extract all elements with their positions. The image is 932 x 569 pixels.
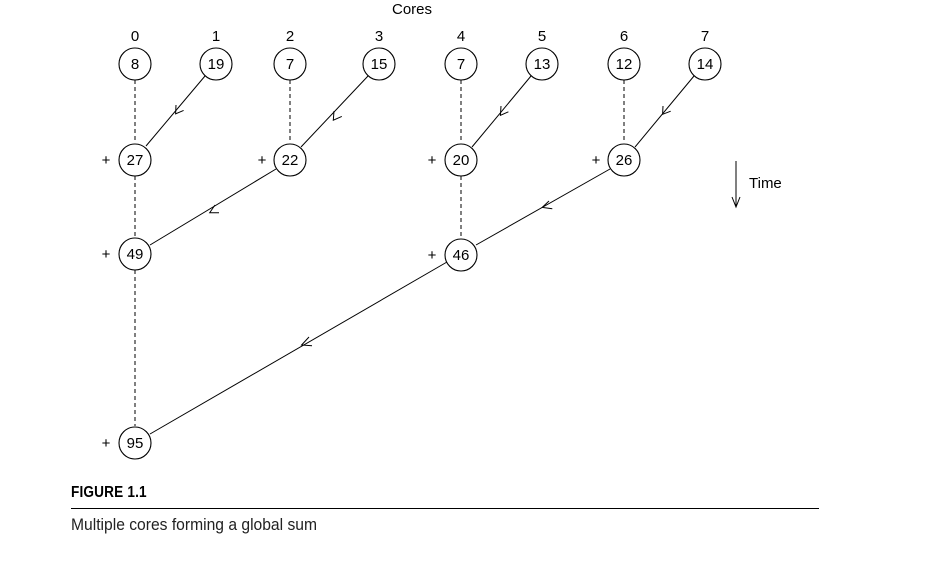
plus-46: + xyxy=(428,247,437,264)
core-label-7: 7 xyxy=(701,28,709,45)
core-label-1: 1 xyxy=(212,28,220,45)
node: 15 xyxy=(362,47,396,81)
cores-heading: Cores xyxy=(392,1,432,18)
send-arrow-46-to-95 xyxy=(149,261,448,435)
row-first-sums: 27 22 20 26 xyxy=(118,143,641,177)
node-value: 7 xyxy=(457,56,465,73)
core-label-5: 5 xyxy=(538,28,546,45)
node-value: 27 xyxy=(127,152,144,169)
figure-caption: Multiple cores forming a global sum xyxy=(71,515,318,534)
node: 26 xyxy=(607,143,641,177)
send-arrow-26-to-46-head xyxy=(541,200,553,210)
core-label-6: 6 xyxy=(620,28,628,45)
send-arrow-15-to-22 xyxy=(300,75,369,148)
caption-divider xyxy=(71,508,819,509)
core-label-3: 3 xyxy=(375,28,383,45)
send-arrows xyxy=(145,75,695,435)
node: 46 xyxy=(444,238,478,272)
node: 7 xyxy=(444,47,478,81)
node-value: 12 xyxy=(616,56,633,73)
node-value: 7 xyxy=(286,56,294,73)
send-arrow-22-to-49 xyxy=(149,168,277,246)
node-value: 14 xyxy=(697,56,714,73)
send-arrow-14-to-26 xyxy=(634,75,695,148)
send-arrow-15-to-22-head xyxy=(332,110,343,121)
node-value: 26 xyxy=(616,152,633,169)
core-label-4: 4 xyxy=(457,28,465,45)
node: 7 xyxy=(273,47,307,81)
row-initial-values: 8 19 7 15 7 13 12 14 xyxy=(118,47,722,81)
figure-title: FIGURE 1.1 xyxy=(71,484,147,501)
plus-95: + xyxy=(102,435,111,452)
send-arrow-46-to-95-head xyxy=(300,336,313,347)
node: 19 xyxy=(199,47,233,81)
send-arrow-13-to-20 xyxy=(471,75,532,148)
time-arrow-head xyxy=(731,196,741,209)
plus-22: + xyxy=(258,152,267,169)
plus-49: + xyxy=(102,246,111,263)
send-arrow-22-to-49-head xyxy=(208,204,220,214)
row-second-sums: 49 46 xyxy=(118,237,478,272)
node-value: 95 xyxy=(127,435,144,452)
time-label: Time xyxy=(749,175,782,192)
sum-operators: + + + + + + + xyxy=(102,152,601,452)
node-value: 19 xyxy=(208,56,225,73)
node-value: 49 xyxy=(127,246,144,263)
core-index-labels: 0 1 2 3 4 5 6 7 xyxy=(131,28,709,45)
node: 27 xyxy=(118,143,152,177)
plus-27: + xyxy=(102,152,111,169)
plus-20: + xyxy=(428,152,437,169)
node-value: 8 xyxy=(131,56,139,73)
node: 13 xyxy=(525,47,559,81)
node-value: 13 xyxy=(534,56,551,73)
node: 8 xyxy=(118,47,152,81)
core-label-2: 2 xyxy=(286,28,294,45)
row-global-sum: 95 xyxy=(118,426,152,460)
node: 20 xyxy=(444,143,478,177)
node: 12 xyxy=(607,47,641,81)
send-arrow-13-to-20-head xyxy=(499,105,509,117)
send-arrow-19-to-27-head xyxy=(175,104,184,115)
node-value: 20 xyxy=(453,152,470,169)
time-direction: Time xyxy=(731,161,782,209)
node-value: 22 xyxy=(282,152,299,169)
send-arrow-14-to-26-head xyxy=(662,105,671,116)
node: 95 xyxy=(118,426,152,460)
plus-26: + xyxy=(592,152,601,169)
node: 49 xyxy=(118,237,152,271)
node: 22 xyxy=(273,143,307,177)
same-core-connectors xyxy=(134,80,625,426)
core-label-0: 0 xyxy=(131,28,139,45)
node-value: 15 xyxy=(371,56,388,73)
node: 14 xyxy=(688,47,722,81)
node-value: 46 xyxy=(453,247,470,264)
